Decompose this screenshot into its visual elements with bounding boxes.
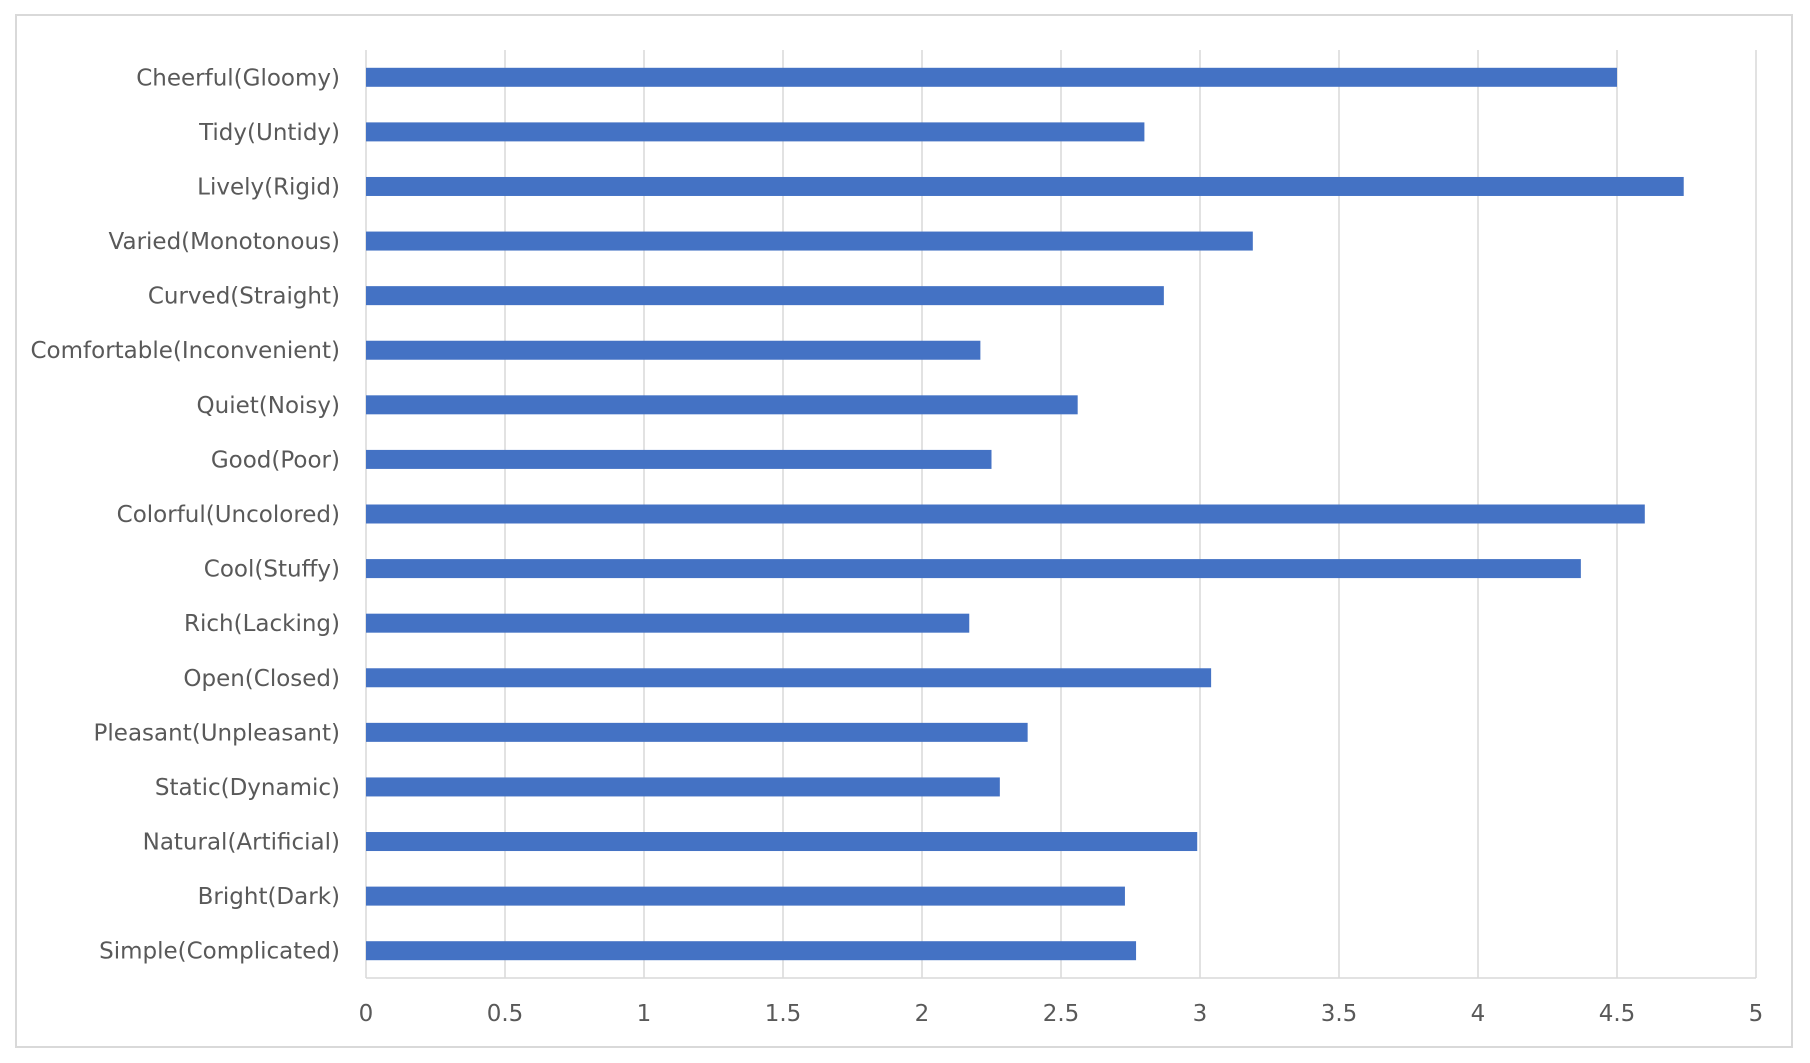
bars — [366, 67, 1684, 961]
x-tick-label: 5 — [1749, 1001, 1764, 1027]
category-label: Curved(Straight) — [148, 284, 340, 310]
x-tick-label: 2.5 — [1043, 1001, 1080, 1027]
x-axis-tick-labels: 0 0.5 1 1.5 2 2.5 3 3.5 4 4.5 5 — [359, 1001, 1764, 1027]
bar — [366, 722, 1028, 742]
category-label: Colorful(Uncolored) — [117, 502, 340, 528]
category-label: Simple(Complicated) — [99, 939, 340, 965]
bar — [366, 504, 1645, 524]
x-tick-label: 0.5 — [487, 1001, 524, 1027]
category-label: Bright(Dark) — [198, 884, 340, 910]
x-tick-label: 2 — [915, 1001, 930, 1027]
category-label: Pleasant(Unpleasant) — [94, 720, 340, 746]
bar — [366, 286, 1164, 306]
bar — [366, 886, 1125, 906]
category-label: Varied(Monotonous) — [109, 229, 340, 255]
x-tick-label: 4 — [1471, 1001, 1486, 1027]
bar — [366, 941, 1137, 961]
bar — [366, 176, 1684, 196]
category-label: Rich(Lacking) — [184, 611, 340, 637]
x-tick-label: 1 — [637, 1001, 652, 1027]
category-label: Tidy(Untidy) — [198, 120, 340, 146]
x-tick-label: 3 — [1193, 1001, 1208, 1027]
category-label: Comfortable(Inconvenient) — [31, 338, 341, 364]
bar — [366, 832, 1198, 852]
category-label: Good(Poor) — [211, 447, 340, 473]
category-label: Static(Dynamic) — [155, 775, 340, 801]
category-label: Cheerful(Gloomy) — [136, 65, 340, 91]
category-label: Quiet(Noisy) — [197, 393, 340, 419]
bar — [366, 668, 1212, 688]
bar — [366, 777, 1000, 797]
bar — [366, 395, 1078, 415]
bar — [366, 67, 1617, 87]
bar — [366, 559, 1581, 579]
x-tick-label: 3.5 — [1321, 1001, 1358, 1027]
bar — [366, 122, 1145, 142]
category-label: Cool(Stuffy) — [204, 557, 340, 583]
bar — [366, 340, 981, 360]
bar — [366, 231, 1253, 251]
category-label: Open(Closed) — [183, 666, 340, 692]
category-labels: Cheerful(Gloomy) Tidy(Untidy) Lively(Rigid… — [31, 65, 341, 964]
bar — [366, 449, 992, 469]
x-tick-label: 0 — [359, 1001, 374, 1027]
bar — [366, 613, 970, 633]
x-tick-label: 1.5 — [765, 1001, 802, 1027]
category-label: Lively(Rigid) — [197, 174, 340, 200]
x-tick-label: 4.5 — [1599, 1001, 1636, 1027]
category-label: Natural(Artificial) — [143, 830, 340, 856]
